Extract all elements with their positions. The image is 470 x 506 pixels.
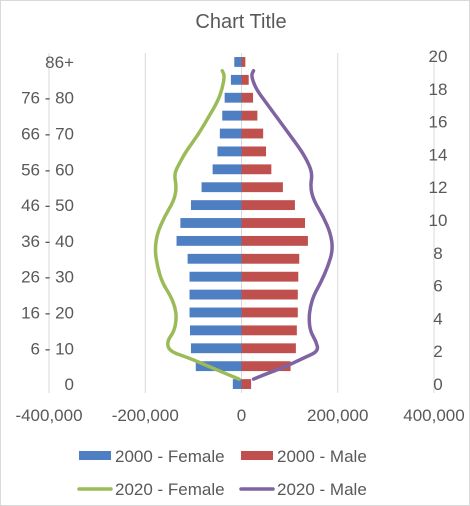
legend-label-3: 2020 - Male bbox=[277, 480, 367, 499]
secondary-y-tick-label: 18 bbox=[429, 80, 448, 99]
bar-male-14 bbox=[241, 128, 264, 139]
bar-female-3 bbox=[190, 325, 242, 336]
bar-female-10 bbox=[190, 200, 242, 211]
line-series-2020-female bbox=[153, 69, 241, 381]
secondary-y-tick-label: 14 bbox=[429, 145, 448, 164]
secondary-y-tick-label: 8 bbox=[433, 244, 442, 263]
bar-male-4 bbox=[241, 307, 298, 318]
x-tick-label: 400,000 bbox=[403, 406, 464, 425]
legend: 2000 - Female 2000 - Male 2020 - Female 202… bbox=[77, 447, 367, 499]
secondary-y-tick-label: 10 bbox=[429, 211, 448, 230]
secondary-y-tick-label: 0 bbox=[433, 375, 442, 394]
bar-female-8 bbox=[176, 235, 242, 246]
secondary-y-tick-label: 12 bbox=[429, 178, 448, 197]
legend-label-2: 2020 - Female bbox=[115, 480, 225, 499]
bar-male-8 bbox=[241, 235, 308, 246]
bar-female-4 bbox=[189, 307, 242, 318]
bar-female-1 bbox=[195, 361, 242, 372]
chart-title: Chart Title bbox=[195, 11, 286, 33]
bar-female-7 bbox=[187, 253, 242, 264]
category-tick-label: 0 bbox=[65, 375, 74, 394]
category-tick-label: 86+ bbox=[45, 53, 74, 72]
bar-female-2 bbox=[190, 343, 242, 354]
bar-female-17 bbox=[230, 74, 242, 85]
bar-female-18 bbox=[234, 57, 242, 67]
bar-male-6 bbox=[241, 271, 299, 282]
axis-labels: 0 6 - 10 16 - 20 26 - 30 36 - 40 46 - 50 56 - … bbox=[15, 47, 464, 425]
line-series-2020-male bbox=[250, 69, 334, 381]
bar-female-5 bbox=[189, 289, 242, 300]
secondary-y-tick-label: 4 bbox=[433, 309, 442, 328]
bar-male-10 bbox=[241, 200, 295, 211]
bar-female-11 bbox=[201, 182, 242, 193]
legend-label-0: 2000 - Female bbox=[115, 447, 225, 466]
bar-male-3 bbox=[241, 325, 297, 336]
line-series bbox=[153, 69, 334, 381]
bar-female-0 bbox=[232, 379, 242, 389]
bar-female-16 bbox=[224, 92, 242, 103]
bar-male-16 bbox=[241, 92, 254, 103]
category-tick-label: 26 - 30 bbox=[21, 268, 74, 287]
category-tick-label: 6 - 10 bbox=[31, 339, 74, 358]
secondary-y-tick-label: 20 bbox=[429, 47, 448, 66]
bar-series bbox=[176, 57, 308, 389]
bar-male-12 bbox=[241, 164, 272, 175]
category-tick-label: 66 - 70 bbox=[21, 125, 74, 144]
x-tick-label: -400,000 bbox=[15, 406, 82, 425]
bar-male-17 bbox=[241, 74, 249, 85]
bar-male-2 bbox=[241, 343, 296, 354]
bar-female-14 bbox=[219, 128, 242, 139]
bar-male-0 bbox=[241, 379, 252, 389]
bar-female-6 bbox=[189, 271, 242, 282]
bar-male-7 bbox=[241, 253, 300, 264]
category-tick-label: 46 - 50 bbox=[21, 196, 74, 215]
category-tick-label: 36 - 40 bbox=[21, 232, 74, 251]
category-tick-label: 56 - 60 bbox=[21, 160, 74, 179]
secondary-y-tick-label: 6 bbox=[433, 277, 442, 296]
bar-female-15 bbox=[222, 110, 242, 121]
x-tick-label: 200,000 bbox=[307, 406, 368, 425]
legend-swatch-0 bbox=[79, 451, 111, 460]
bar-female-12 bbox=[212, 164, 242, 175]
category-tick-label: 16 - 20 bbox=[21, 303, 74, 322]
bar-male-9 bbox=[241, 218, 306, 228]
bar-male-13 bbox=[241, 146, 267, 157]
secondary-y-tick-label: 16 bbox=[429, 113, 448, 132]
category-tick-label: 76 - 80 bbox=[21, 89, 74, 108]
bar-female-9 bbox=[180, 218, 242, 228]
x-tick-label: -200,000 bbox=[112, 406, 179, 425]
bar-male-15 bbox=[241, 110, 258, 121]
bar-male-18 bbox=[241, 57, 246, 67]
bar-male-5 bbox=[241, 289, 298, 300]
x-tick-label: 0 bbox=[237, 406, 246, 425]
bar-male-11 bbox=[241, 182, 283, 193]
secondary-y-tick-label: 2 bbox=[433, 342, 442, 361]
bar-male-1 bbox=[241, 361, 291, 372]
legend-swatch-1 bbox=[241, 451, 273, 460]
legend-label-1: 2000 - Male bbox=[277, 447, 367, 466]
bar-female-13 bbox=[217, 146, 242, 157]
